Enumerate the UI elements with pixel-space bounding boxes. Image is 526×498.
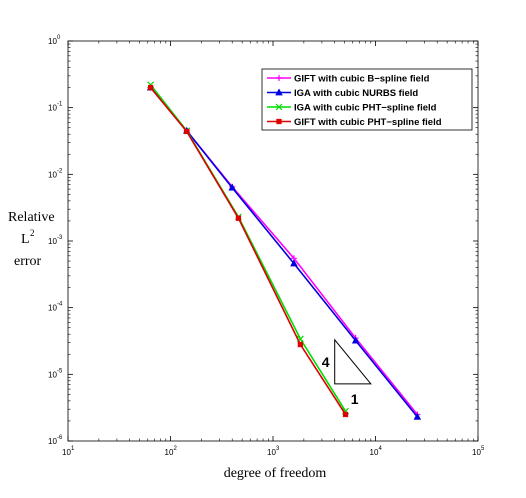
legend-marker — [276, 118, 282, 125]
x-tick-label: 10 — [62, 448, 71, 457]
slope-run-label: 1 — [351, 391, 359, 407]
plot-frame — [67, 40, 479, 442]
x-axis-label: degree of freedom — [224, 466, 327, 481]
legend-label: GIFT with cubic PHT−spline field — [294, 117, 442, 128]
x-tick-label: 10 — [370, 448, 379, 457]
data-point — [413, 412, 422, 420]
x-tick-label: 10 — [267, 448, 276, 457]
axis-ticks: 10 1 10 2 10 3 10 4 10 510 010 -110 -210 -310 -410 -510… — [48, 35, 485, 457]
legend-label: GIFT with cubic B−spline field — [294, 74, 430, 85]
y-tick-exponent: -2 — [57, 168, 63, 174]
y-tick-label: 10 — [48, 37, 57, 46]
x-tick-exponent: 5 — [481, 446, 485, 452]
y-axis-label-line-1: Relative — [8, 210, 55, 225]
series-3 — [147, 81, 349, 415]
y-axis-label-line-3: error — [14, 254, 42, 269]
y-tick-label: 10 — [48, 170, 57, 179]
y-tick-label: 10 — [48, 370, 57, 379]
legend-label: IGA with cubic PHT−spline field — [294, 103, 437, 114]
y-tick-exponent: -4 — [57, 302, 63, 308]
legend-item-1: GIFT with cubic B−spline field — [267, 74, 430, 85]
legend: GIFT with cubic B−spline field IGA with c… — [261, 68, 473, 131]
series-4 — [147, 84, 349, 418]
legend-marker — [275, 88, 283, 96]
x-tick-exponent: 4 — [379, 446, 383, 452]
x-tick-label: 10 — [472, 448, 481, 457]
legend-marker — [276, 75, 282, 81]
y-tick-label: 10 — [48, 104, 57, 113]
data-point — [184, 128, 190, 135]
data-point — [351, 336, 360, 344]
legend-item-4: GIFT with cubic PHT−spline field — [267, 117, 442, 128]
data-point — [235, 215, 242, 221]
series-line — [150, 84, 347, 412]
data-point — [147, 84, 154, 91]
y-tick-exponent: -3 — [57, 235, 63, 241]
slope-triangle-shape — [334, 338, 372, 385]
data-point — [342, 411, 349, 418]
legend-box — [261, 68, 473, 131]
y-tick-exponent: -1 — [57, 102, 63, 108]
y-tick-label: 10 — [48, 437, 57, 446]
slope-triangle: 4 1 — [322, 338, 372, 407]
y-tick-exponent: 0 — [57, 35, 61, 41]
legend-item-2: IGA with cubic NURBS field — [267, 88, 418, 99]
legend-marker — [275, 103, 283, 111]
data-point — [228, 183, 237, 191]
y-tick-exponent: -5 — [57, 368, 63, 374]
series-layer — [146, 81, 422, 420]
legend-label: IGA with cubic NURBS field — [294, 88, 418, 99]
y-tick-label: 10 — [48, 304, 57, 313]
data-point — [297, 341, 304, 348]
legend-item-3: IGA with cubic PHT−spline field — [267, 103, 437, 114]
slope-rise-label: 4 — [322, 354, 330, 370]
y-axis-label-line-2: L — [21, 232, 30, 247]
x-tick-exponent: 3 — [276, 446, 280, 452]
x-tick-exponent: 2 — [174, 446, 178, 452]
y-axis-label-superscript: 2 — [30, 228, 35, 238]
y-tick-label: 10 — [48, 237, 57, 246]
x-tick-exponent: 1 — [71, 446, 75, 452]
data-point — [290, 259, 298, 267]
y-tick-exponent: -6 — [57, 435, 63, 441]
x-tick-label: 10 — [165, 448, 174, 457]
